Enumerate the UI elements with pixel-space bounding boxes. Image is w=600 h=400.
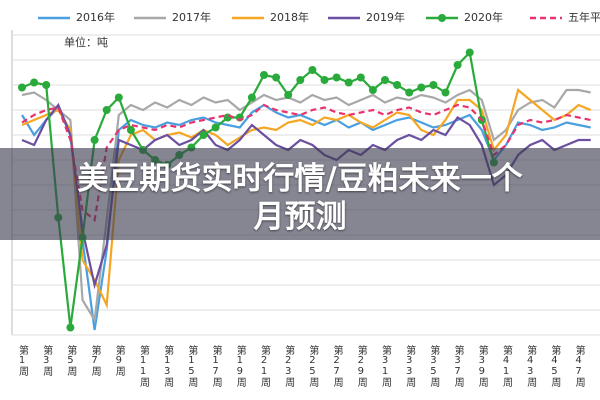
x-tick-label: 第15周: [186, 344, 198, 388]
series-marker: [320, 76, 329, 84]
legend-label: 2017年: [172, 10, 211, 24]
x-tick-label: 第3周: [41, 344, 53, 377]
series-marker: [30, 78, 39, 87]
legend-label: 2019年: [366, 10, 405, 24]
series-marker: [296, 76, 305, 84]
x-tick-label: 第11周: [138, 344, 150, 388]
series-marker: [344, 78, 353, 87]
x-tick-label: 第43周: [525, 344, 537, 388]
x-tick-label: 第39周: [476, 344, 488, 388]
legend-label: 2020年: [464, 10, 503, 24]
x-tick-label: 第35周: [428, 344, 440, 388]
overlay-banner: 美豆期货实时行情/豆粕未来一个月预测: [0, 148, 600, 240]
series-marker: [199, 131, 208, 139]
x-tick-label: 第41周: [501, 344, 513, 388]
series-marker: [272, 73, 281, 82]
legend-marker: [438, 14, 446, 22]
series-marker: [223, 113, 232, 122]
x-tick-label: 第37周: [452, 344, 464, 388]
series-marker: [465, 48, 474, 57]
series-marker: [42, 81, 51, 89]
x-tick-label: 第47周: [573, 344, 585, 388]
series-marker: [308, 66, 317, 74]
series-marker: [429, 81, 438, 89]
series-marker: [356, 73, 365, 82]
series-marker: [368, 86, 377, 94]
overlay-title: 美豆期货实时行情/豆粕未来一个月预测: [77, 161, 523, 235]
series-marker: [247, 93, 256, 102]
x-tick-label: 第7周: [89, 344, 101, 377]
x-tick-label: 第17周: [210, 344, 222, 388]
x-tick-label: 第29周: [355, 344, 367, 388]
x-tick-label: 第5周: [65, 344, 77, 377]
series-marker: [126, 126, 135, 134]
series-marker: [332, 73, 341, 82]
legend-label: 2016年: [76, 10, 115, 24]
x-tick-label: 第21周: [259, 344, 271, 388]
series-marker: [260, 71, 268, 79]
series-marker: [441, 88, 450, 97]
series-marker: [102, 106, 111, 114]
x-tick-label: 第9周: [113, 344, 125, 377]
x-tick-label: 第23周: [283, 344, 295, 388]
series-marker: [211, 123, 220, 132]
x-tick-label: 第31周: [380, 344, 392, 388]
series-marker: [90, 136, 99, 144]
unit-label: 单位：吨: [64, 35, 108, 49]
legend-label: 2018年: [270, 10, 309, 24]
series-marker: [393, 81, 402, 89]
series-marker: [381, 76, 389, 84]
x-tick-label: 第27周: [331, 344, 343, 388]
series-marker: [453, 61, 462, 69]
series-marker: [66, 323, 75, 332]
x-tick-label: 第25周: [307, 344, 319, 388]
series-marker: [18, 83, 26, 92]
x-tick-label: 第45周: [549, 344, 561, 388]
series-marker: [417, 83, 426, 92]
x-tick-label: 第33周: [404, 344, 416, 388]
series-marker: [114, 93, 123, 102]
series-marker: [284, 91, 293, 99]
legend-label: 五年平: [568, 10, 600, 24]
x-tick-label: 第13周: [162, 344, 174, 388]
x-tick-label: 第19周: [234, 344, 246, 388]
series-line: [21, 50, 495, 328]
x-tick-label: 第1周: [17, 344, 29, 377]
series-marker: [405, 88, 414, 97]
